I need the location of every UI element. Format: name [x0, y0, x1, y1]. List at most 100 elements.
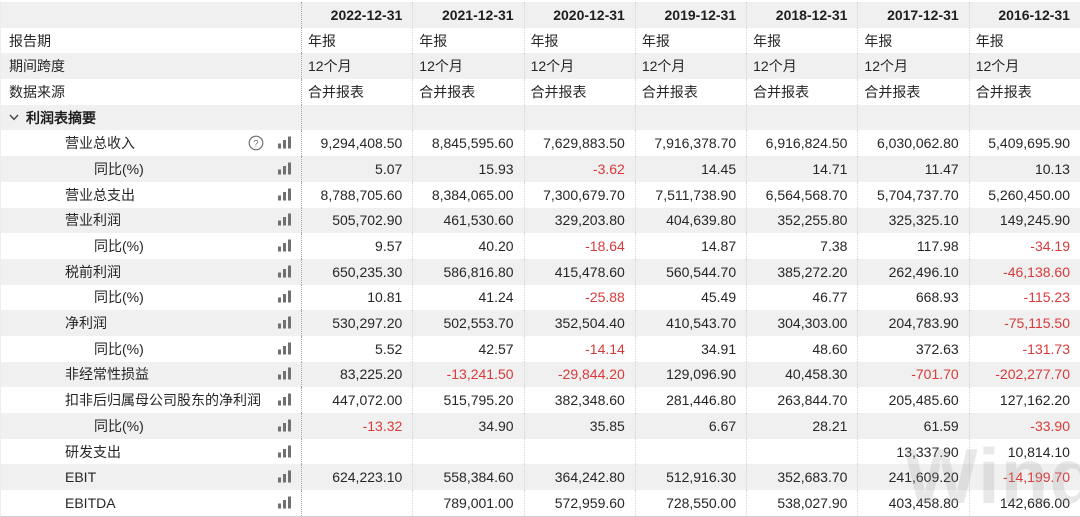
data-cell: 7,300,679.70	[523, 181, 635, 208]
bar-chart-icon[interactable]	[277, 136, 292, 150]
bar-chart-icon[interactable]	[277, 342, 292, 355]
bar-chart-icon[interactable]	[277, 496, 292, 509]
data-cell: 142,686.00	[968, 490, 1080, 516]
data-cell: 48.60	[746, 335, 857, 362]
bar-chart-icon[interactable]	[277, 265, 292, 278]
bar-chart-icon[interactable]	[277, 290, 292, 304]
data-cell: 586,816.80	[412, 258, 523, 285]
row-label: 税前利润	[65, 263, 121, 280]
column-header: 2019-12-31	[634, 2, 746, 28]
data-cell: 117.98	[857, 233, 968, 259]
data-cell	[301, 490, 412, 516]
data-cell: 7,511,738.90	[634, 181, 746, 208]
bar-chart-icon[interactable]	[277, 213, 292, 227]
bar-chart-icon[interactable]	[277, 470, 292, 484]
data-cell: 8,384,065.00	[412, 181, 523, 208]
bar-chart-icon[interactable]	[277, 419, 292, 432]
data-cell: -29,844.20	[523, 361, 635, 388]
data-cell: 5.07	[301, 156, 412, 182]
row-label-cell: 营业利润	[1, 208, 301, 234]
data-cell	[523, 104, 635, 131]
data-cell: -18.64	[523, 233, 635, 259]
table-row: 同比(%) 5.07 15.93 -3.62 14.45 14.71 11.47 10.13	[1, 156, 1080, 182]
data-cell: 5,260,450.00	[968, 181, 1080, 208]
data-cell: 12个月	[968, 53, 1080, 80]
row-label: 同比(%)	[94, 160, 144, 177]
data-cell: 合并报表	[746, 79, 857, 105]
data-cell: 8,788,705.60	[301, 181, 412, 208]
data-cell: 45.49	[634, 284, 746, 311]
data-cell: 372.63	[857, 335, 968, 362]
bar-chart-icon[interactable]	[277, 393, 292, 407]
data-cell: 329,203.80	[523, 207, 635, 234]
bar-chart-icon[interactable]	[277, 316, 292, 330]
table-row: 报告期 年报 年报 年报 年报 年报 年报 年报	[1, 27, 1080, 54]
data-cell: 515,795.20	[412, 387, 523, 413]
bar-chart-icon[interactable]	[277, 445, 292, 458]
data-cell: -33.90	[968, 413, 1080, 439]
data-cell: 14.87	[634, 233, 746, 259]
svg-text:?: ?	[253, 139, 258, 150]
data-cell: -75,115.50	[968, 310, 1080, 336]
row-label: 净利润	[65, 315, 107, 332]
row-label-cell: 营业总支出	[1, 182, 301, 208]
data-cell: 5,704,737.70	[857, 181, 968, 208]
row-label: 营业总收入	[65, 135, 135, 152]
data-cell: 12个月	[634, 53, 746, 80]
data-cell: 40,458.30	[746, 361, 857, 388]
data-cell: 合并报表	[412, 79, 523, 105]
data-cell: -3.62	[523, 156, 635, 182]
bar-chart-icon[interactable]	[277, 188, 292, 201]
table-row: 营业总收入? 9,294,408.50 8,845,595.60 7,629,883.…	[1, 130, 1080, 157]
data-cell: 352,255.80	[746, 207, 857, 234]
data-cell: 502,553.70	[412, 310, 523, 336]
data-cell: 262,496.10	[857, 258, 968, 285]
data-cell: 512,916.30	[634, 464, 746, 491]
data-cell	[301, 104, 412, 131]
data-cell: -202,277.70	[968, 361, 1080, 388]
data-cell: 9,294,408.50	[301, 130, 412, 157]
data-cell: 352,504.40	[523, 310, 635, 336]
table-row: 研发支出 13,337.90 10,814.10	[1, 438, 1080, 465]
table-row: 扣非后归属母公司股东的净利润 447,072.00 515,795.20 382,34…	[1, 387, 1080, 413]
bar-chart-icon[interactable]	[277, 162, 292, 175]
bar-chart-icon[interactable]	[277, 367, 292, 381]
row-label: EBITDA	[65, 494, 116, 511]
data-cell: 合并报表	[857, 79, 968, 105]
data-cell: -13,241.50	[412, 361, 523, 388]
data-cell: 13,337.90	[857, 438, 968, 465]
column-header: 2020-12-31	[523, 2, 635, 28]
data-cell: 年报	[301, 27, 412, 54]
data-cell: 241,609.20	[857, 464, 968, 491]
data-cell: 10,814.10	[968, 438, 1080, 465]
data-cell: 530,297.20	[301, 310, 412, 336]
bar-chart-icon[interactable]	[277, 239, 292, 253]
table-row: 同比(%) 9.57 40.20 -18.64 14.87 7.38 117.98 -34.1…	[1, 233, 1080, 259]
row-label-cell: 同比(%)	[1, 336, 301, 362]
row-label: 同比(%)	[94, 289, 144, 306]
chevron-down-icon[interactable]	[9, 114, 19, 121]
data-cell: 14.71	[746, 156, 857, 182]
data-cell: 263,844.70	[746, 387, 857, 413]
help-icon[interactable]: ?	[248, 135, 264, 151]
data-cell	[523, 438, 635, 465]
header-corner-cell	[1, 2, 301, 28]
data-cell: -701.70	[857, 361, 968, 388]
row-label-cell: 利润表摘要	[1, 105, 301, 131]
data-cell: 40.20	[412, 233, 523, 259]
data-cell: 15.93	[412, 156, 523, 182]
section-row: 利润表摘要	[1, 104, 1080, 131]
data-cell: 304,303.00	[746, 310, 857, 336]
row-label: 扣非后归属母公司股东的净利润	[65, 392, 261, 409]
data-cell: 年报	[746, 27, 857, 54]
row-label-cell: 扣非后归属母公司股东的净利润	[1, 387, 301, 413]
data-cell: 7,916,378.70	[634, 130, 746, 157]
data-cell	[412, 104, 523, 131]
data-cell: -14,199.70	[968, 464, 1080, 491]
table-row: 数据来源 合并报表 合并报表 合并报表 合并报表 合并报表 合并报表 合并报表	[1, 79, 1080, 105]
data-cell	[746, 438, 857, 465]
data-cell: 352,683.70	[746, 464, 857, 491]
data-cell: 560,544.70	[634, 258, 746, 285]
table-row: 非经常性损益 83,225.20 -13,241.50 -29,844.20 129,0…	[1, 361, 1080, 388]
row-label: 同比(%)	[94, 340, 144, 357]
